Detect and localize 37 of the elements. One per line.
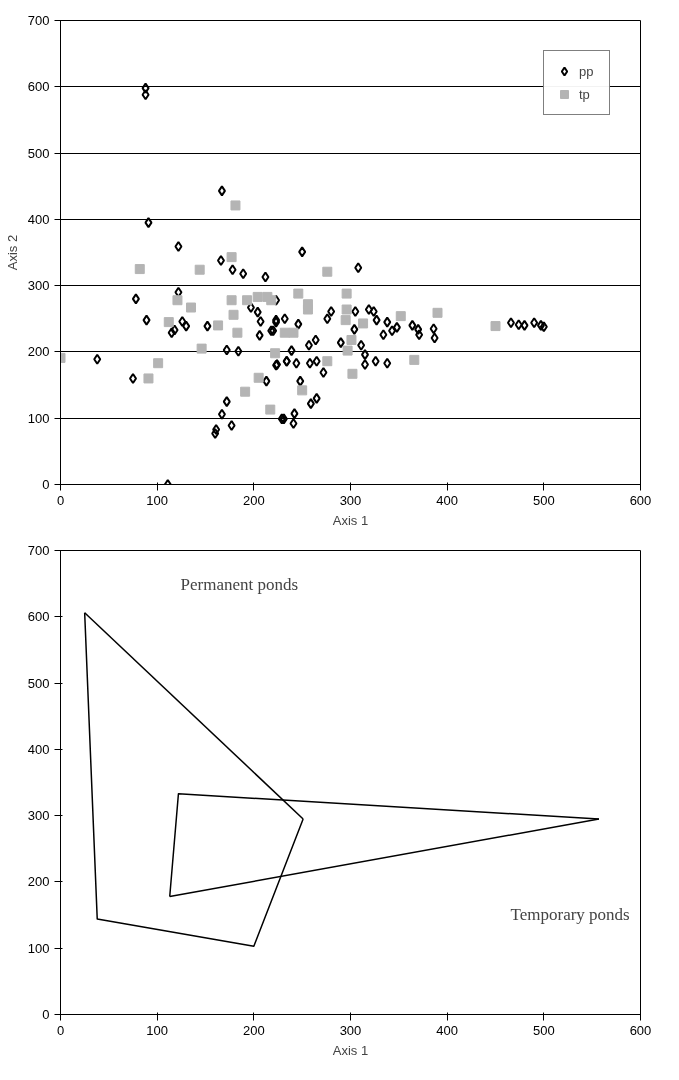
y-tick-label: 0 bbox=[42, 477, 50, 492]
y-axis-title: Axis 2 bbox=[4, 234, 20, 271]
x-tick-label: 300 bbox=[339, 1022, 362, 1038]
x-tick-label: 400 bbox=[436, 1022, 459, 1038]
y-tick-label: 700 bbox=[27, 13, 50, 28]
y-tick-label: 700 bbox=[27, 543, 50, 558]
y-tick-label: 300 bbox=[27, 808, 50, 824]
legend-label: tp bbox=[579, 86, 591, 102]
y-tick-label: 0 bbox=[42, 1007, 50, 1022]
y-tick-label: 300 bbox=[27, 278, 50, 294]
x-tick-label: 300 bbox=[339, 492, 362, 508]
x-tick-label: 200 bbox=[242, 492, 265, 508]
x-tick-label: 500 bbox=[532, 492, 555, 508]
y-tick-label: 600 bbox=[27, 79, 50, 95]
y-tick-label: 600 bbox=[27, 609, 50, 625]
annotation: Permanent ponds bbox=[180, 575, 299, 594]
y-tick-label: 100 bbox=[27, 410, 50, 426]
x-tick-label: 0 bbox=[56, 492, 65, 508]
y-tick-label: 400 bbox=[27, 741, 50, 757]
y-tick-label: 200 bbox=[27, 874, 50, 890]
x-tick-label: 600 bbox=[629, 492, 652, 508]
y-tick-label: 500 bbox=[27, 675, 50, 691]
x-axis-title: Axis 1 bbox=[332, 512, 369, 528]
x-tick-label: 400 bbox=[436, 492, 459, 508]
x-tick-label: 0 bbox=[56, 1022, 65, 1038]
y-tick-label: 200 bbox=[27, 344, 50, 360]
y-tick-label: 400 bbox=[27, 211, 50, 227]
annotation: Temporary ponds bbox=[510, 905, 630, 924]
x-tick-label: 500 bbox=[532, 1022, 555, 1038]
x-axis-title: Axis 1 bbox=[332, 1042, 369, 1058]
x-tick-label: 100 bbox=[146, 1022, 169, 1038]
x-tick-label: 100 bbox=[146, 492, 169, 508]
legend-label: pp bbox=[579, 63, 595, 79]
y-tick-label: 100 bbox=[27, 940, 50, 956]
y-tick-label: 500 bbox=[27, 145, 50, 161]
x-tick-label: 600 bbox=[629, 1022, 652, 1038]
x-tick-label: 200 bbox=[242, 1022, 265, 1038]
